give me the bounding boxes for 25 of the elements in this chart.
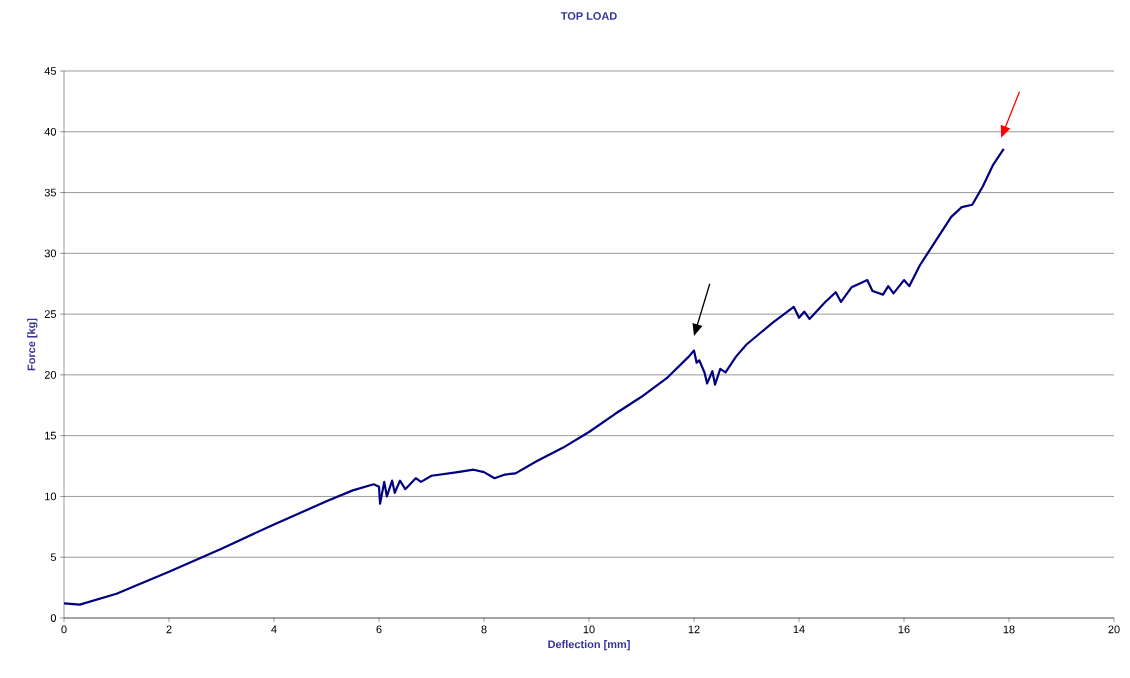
x-tick-label: 6	[376, 625, 382, 634]
y-tick-label: 35	[44, 188, 57, 197]
x-tick-label: 12	[688, 625, 700, 634]
x-tick-label: 16	[898, 625, 910, 634]
x-tick-label: 14	[793, 625, 805, 634]
chart-title: TOP LOAD	[560, 12, 617, 20]
x-axis-title: Deflection [mm]	[548, 640, 630, 651]
x-tick-label: 2	[166, 625, 172, 634]
x-tick-label: 8	[481, 625, 487, 634]
x-tick-label: 0	[61, 625, 67, 634]
x-tick-label: 10	[583, 625, 595, 634]
y-tick-label: 30	[44, 249, 57, 258]
y-tick-label: 10	[45, 492, 57, 501]
y-tick-label: 15	[45, 431, 57, 440]
y-tick-label: 20	[44, 371, 57, 379]
y-tick-label: 25	[44, 310, 57, 318]
y-tick-label: 5	[50, 553, 57, 562]
x-tick-label: 18	[1003, 625, 1015, 634]
x-tick-label: 20	[1108, 625, 1120, 634]
y-axis-title: Force [kg]	[27, 318, 38, 371]
y-tick-label: 40	[44, 127, 57, 136]
y-tick-label: 45	[44, 67, 57, 75]
x-tick-label: 4	[271, 625, 277, 634]
line-series	[62, 147, 1005, 606]
y-tick-label: 0	[50, 614, 57, 622]
